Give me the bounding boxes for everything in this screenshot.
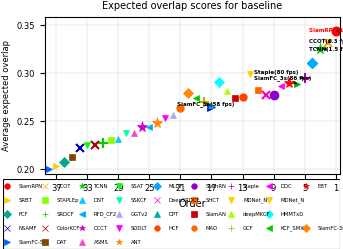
Text: deepMKCF: deepMKCF <box>243 212 271 217</box>
Text: SiamAN: SiamAN <box>206 212 226 217</box>
Y-axis label: Average expected overlap: Average expected overlap <box>2 40 11 151</box>
Text: FCF: FCF <box>19 212 28 217</box>
Text: SSKCF: SSKCF <box>131 198 147 203</box>
Text: SRBT: SRBT <box>19 198 33 203</box>
X-axis label: Order: Order <box>178 199 206 209</box>
Text: SiamFC_5s(58 fps): SiamFC_5s(58 fps) <box>177 101 234 107</box>
Text: SiamRPN: SiamRPN <box>19 184 43 189</box>
Text: ASMS: ASMS <box>94 240 108 245</box>
Text: SHCT: SHCT <box>206 198 220 203</box>
Text: ANT: ANT <box>131 240 142 245</box>
Text: TCNN: TCNN <box>94 184 108 189</box>
Text: Staple: Staple <box>243 184 260 189</box>
Text: TCNN(1.5 fps): TCNN(1.5 fps) <box>308 47 343 52</box>
Text: CCOT(0.3 fps): CCOT(0.3 fps) <box>308 39 343 44</box>
Text: EBT: EBT <box>318 184 328 189</box>
Text: MDNet_N: MDNet_N <box>243 197 267 203</box>
Text: GGTv2: GGTv2 <box>131 212 149 217</box>
Text: CCOT: CCOT <box>56 184 71 189</box>
Title: Expected overlap scores for baseline: Expected overlap scores for baseline <box>102 1 282 11</box>
Text: RFD_CF2: RFD_CF2 <box>94 211 117 217</box>
Text: SiamRPN(160 fps): SiamRPN(160 fps) <box>308 28 343 33</box>
Text: SiamFC_3s(86 fps): SiamFC_3s(86 fps) <box>254 75 311 84</box>
Text: SSAT: SSAT <box>131 184 144 189</box>
Text: Staple(80 fps): Staple(80 fps) <box>254 70 304 78</box>
Text: MLDF: MLDF <box>168 184 183 189</box>
Text: NSAMF: NSAMF <box>19 226 37 231</box>
Text: DNT: DNT <box>94 198 105 203</box>
Text: STAPLEp: STAPLEp <box>56 198 79 203</box>
Text: KCF_SMX: KCF_SMX <box>280 225 304 231</box>
Text: SiamRN: SiamRN <box>206 184 226 189</box>
Text: MAD: MAD <box>206 226 218 231</box>
Text: SiamFC-5: SiamFC-5 <box>19 240 44 245</box>
Text: DAT: DAT <box>56 240 67 245</box>
Text: MDNet_N: MDNet_N <box>280 197 305 203</box>
Text: SiamFC-3s: SiamFC-3s <box>318 226 343 231</box>
Text: SRDCF: SRDCF <box>56 212 74 217</box>
Text: GCF: GCF <box>243 226 253 231</box>
Text: DPT: DPT <box>168 212 179 217</box>
Text: HCF: HCF <box>168 226 179 231</box>
Text: ColorKCF: ColorKCF <box>56 226 80 231</box>
Text: DDC: DDC <box>280 184 292 189</box>
Text: SODLT: SODLT <box>131 226 148 231</box>
Text: HMMTxD: HMMTxD <box>280 212 304 217</box>
Text: CCCT: CCCT <box>94 226 108 231</box>
Text: DeepSRDCF: DeepSRDCF <box>168 198 200 203</box>
